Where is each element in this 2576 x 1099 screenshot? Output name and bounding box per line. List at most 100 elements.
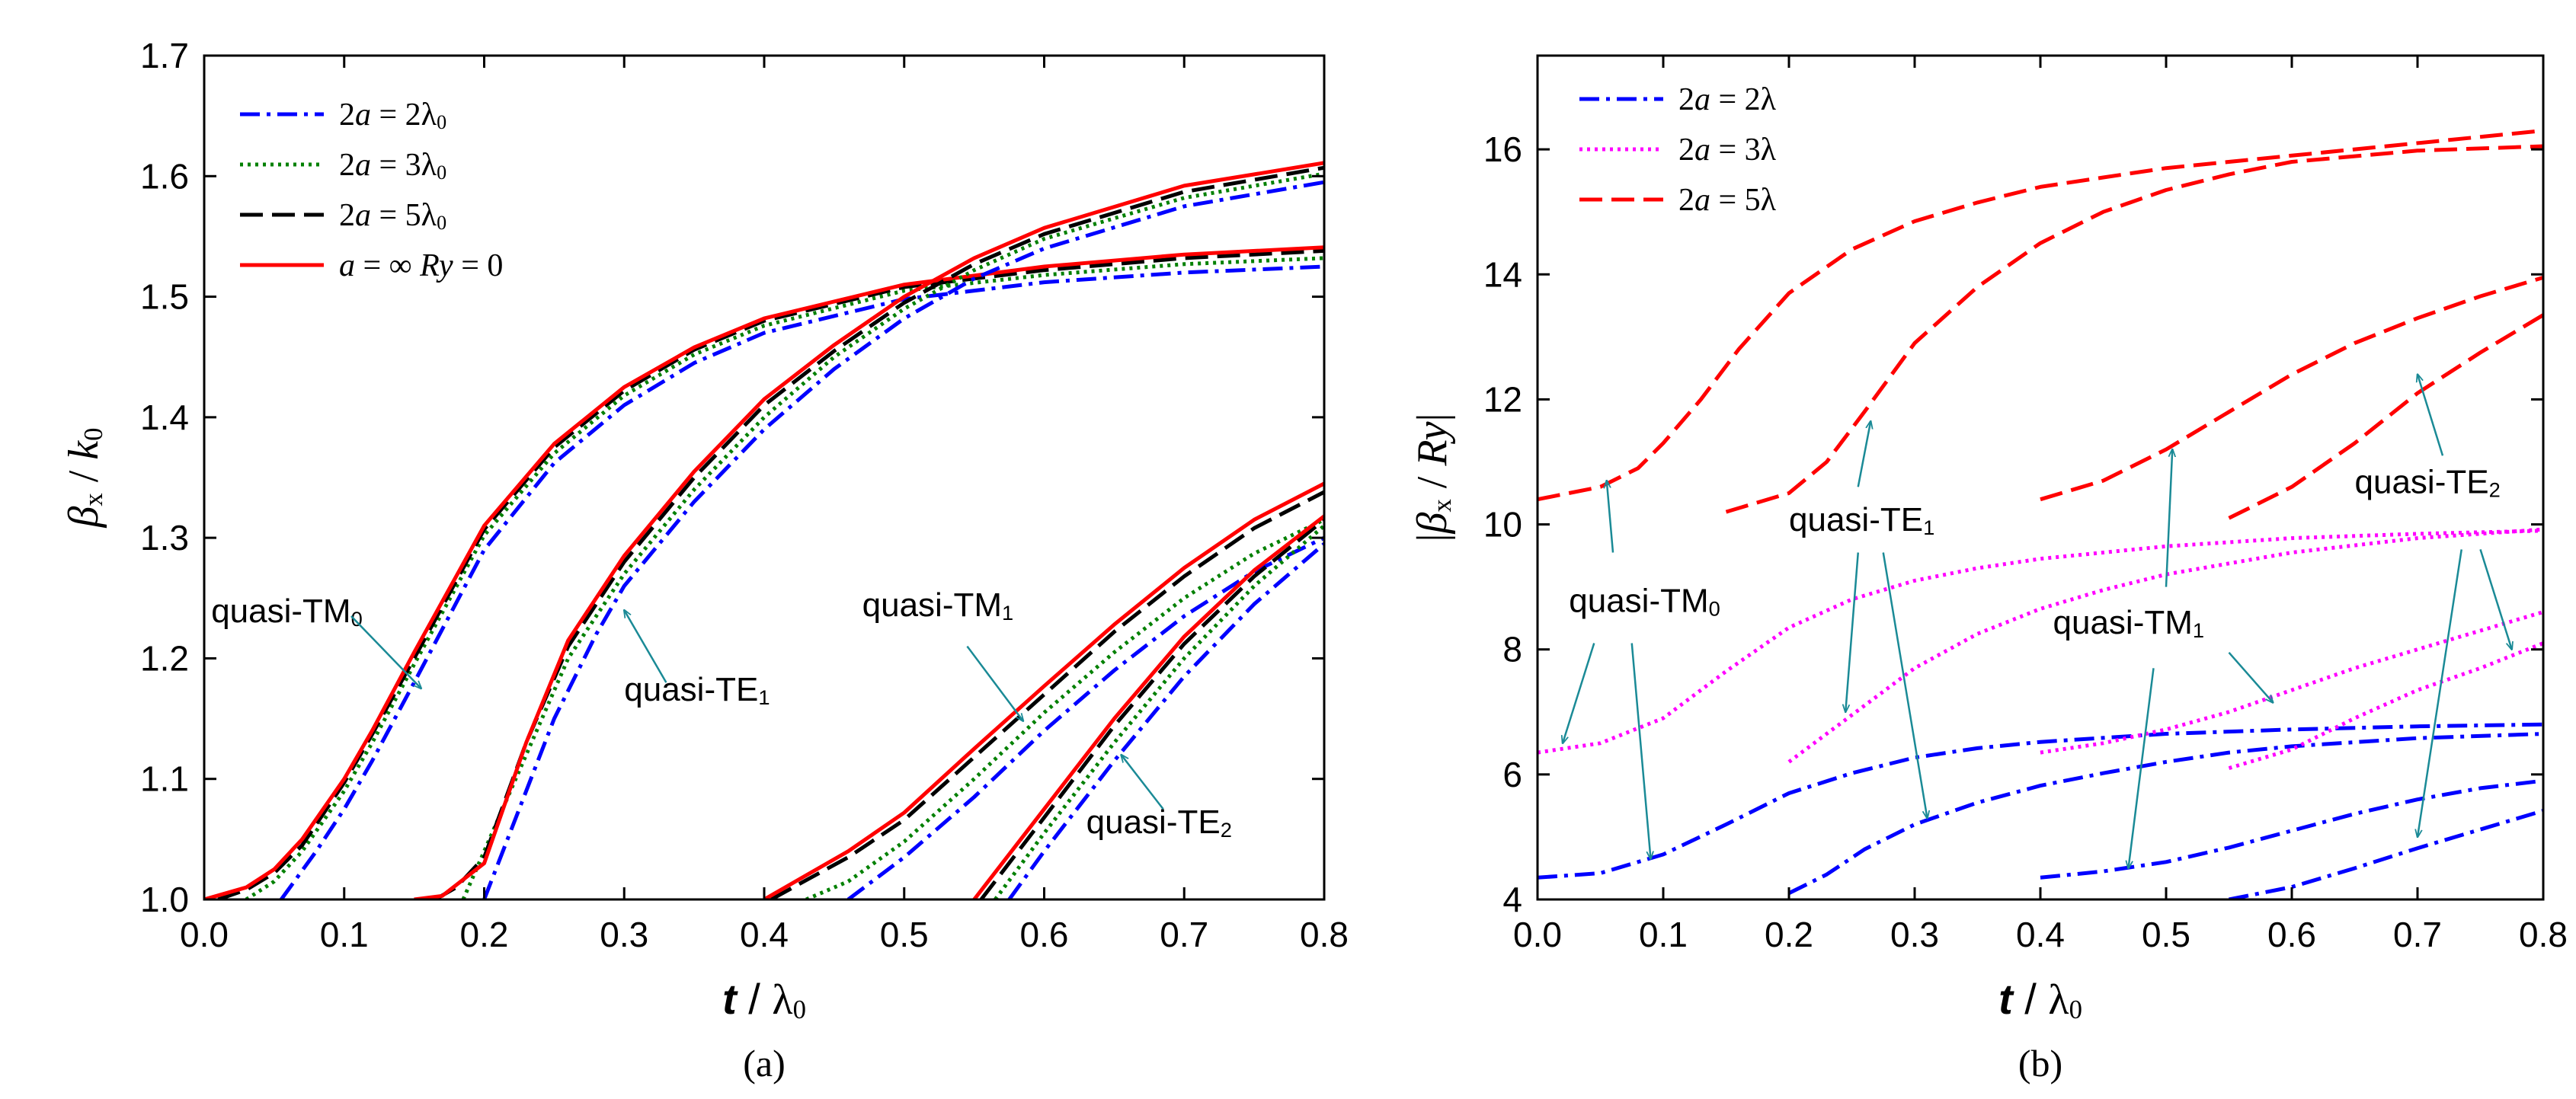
annotation-arrow xyxy=(2129,668,2155,868)
annotation-arrow xyxy=(2418,549,2462,837)
series-line xyxy=(1538,529,2543,755)
x-tick-label: 0.8 xyxy=(1300,915,1349,954)
x-tick-label: 0.4 xyxy=(740,915,789,954)
mode-annotation: quasi-TM1 xyxy=(862,586,1014,625)
series-group xyxy=(204,161,1324,899)
series-line xyxy=(1787,527,2543,764)
y-tick-label: 1.7 xyxy=(140,36,189,75)
annotation-arrow xyxy=(624,610,667,683)
annotation-arrow xyxy=(1563,643,1595,743)
x-tick-label: 0.0 xyxy=(1513,915,1562,954)
legend-label: 2a = 3λ xyxy=(1678,133,1777,168)
y-tick-label: 10 xyxy=(1483,505,1522,545)
x-tick-label: 0.7 xyxy=(1160,915,1208,954)
series-group xyxy=(1538,129,2543,899)
y-tick-label: 1.2 xyxy=(140,638,189,678)
series-line xyxy=(2229,809,2543,899)
x-tick-label: 0.3 xyxy=(600,915,648,954)
annotation-arrow xyxy=(1122,755,1164,810)
x-tick-label: 0.4 xyxy=(2016,915,2065,954)
x-axis-label: t / λ0 xyxy=(1998,975,2082,1024)
series-line xyxy=(1725,144,2543,514)
x-tick-label: 0.2 xyxy=(1765,915,1813,954)
y-tick-label: 1.6 xyxy=(140,156,189,196)
series-line xyxy=(979,518,1324,899)
series-line xyxy=(770,490,1324,899)
x-tick-label: 0.5 xyxy=(880,915,929,954)
y-tick-label: 1.5 xyxy=(140,277,189,317)
series-line xyxy=(805,518,1324,899)
annotation-arrow xyxy=(966,645,1023,721)
y-axis-label: βx / k0 xyxy=(60,427,108,528)
y-tick-label: 1.3 xyxy=(140,518,189,557)
x-tick-label: 0.6 xyxy=(2267,915,2316,954)
mode-annotation: quasi-TM0 xyxy=(1569,582,1720,620)
y-tick-label: 8 xyxy=(1502,630,1522,669)
x-tick-label: 0.5 xyxy=(2142,915,2190,954)
series-line xyxy=(1538,129,2543,502)
annotation-arrow xyxy=(1630,643,1651,858)
annotation-arrow xyxy=(2479,549,2512,649)
series-line xyxy=(204,245,1324,899)
series-line xyxy=(1787,732,2543,896)
y-tick-label: 1.1 xyxy=(140,759,189,799)
mode-annotation: quasi-TE1 xyxy=(624,671,770,709)
x-tick-label: 0.8 xyxy=(2519,915,2568,954)
x-tick-label: 0.0 xyxy=(180,915,229,954)
x-axis-label: t / λ0 xyxy=(722,975,806,1024)
annotation-arrow xyxy=(1857,421,1871,487)
legend-label: 2a = 3λ0 xyxy=(339,148,446,184)
legend-label: a = ∞ Ry = 0 xyxy=(339,248,503,283)
series-line xyxy=(482,180,1324,899)
mode-annotation: quasi-TM0 xyxy=(211,593,363,631)
y-tick-label: 16 xyxy=(1483,129,1522,169)
mode-annotation: quasi-TE2 xyxy=(1086,803,1232,842)
mode-annotation: quasi-TM1 xyxy=(2053,604,2205,642)
x-tick-label: 0.1 xyxy=(320,915,369,954)
y-tick-label: 1.4 xyxy=(140,398,189,437)
series-line xyxy=(1007,542,1324,899)
x-tick-label: 0.6 xyxy=(1020,915,1069,954)
annotation-arrow xyxy=(1845,552,1859,711)
x-tick-label: 0.2 xyxy=(460,915,509,954)
annotation-arrow xyxy=(2228,651,2274,703)
panel-b: 0.0 0.1 0.2 0.3 0.4 0.5 0.6 0.7 0.8 4 6 8 10 12 14 16 t … xyxy=(1409,54,2568,1085)
series-line xyxy=(280,264,1324,899)
x-tick-label: 0.1 xyxy=(1639,915,1688,954)
legend-label: 2a = 2λ0 xyxy=(339,97,446,133)
series-line xyxy=(1538,722,2543,880)
series-line xyxy=(972,514,1324,899)
legend-label: 2a = 5λ0 xyxy=(339,198,446,234)
legend-label: 2a = 5λ xyxy=(1678,183,1777,218)
mode-annotation: quasi-TE2 xyxy=(2355,464,2501,502)
y-tick-label: 14 xyxy=(1483,254,1522,294)
series-line xyxy=(846,535,1324,899)
y-tick-label: 6 xyxy=(1502,755,1522,794)
annotation-arrow xyxy=(1882,552,1928,818)
panel-label: (b) xyxy=(2018,1042,2062,1085)
panel-a: 0.0 0.1 0.2 0.3 0.4 0.5 0.6 0.7 0.8 1.0 1.1 1.2 1.3 1… xyxy=(60,36,1349,1085)
series-line xyxy=(461,171,1324,899)
series-line xyxy=(2228,641,2543,770)
annotation-arrow xyxy=(1607,481,1614,553)
series-line xyxy=(434,165,1324,899)
y-axis-label: |βx / Ry| xyxy=(1409,413,1457,542)
series-line xyxy=(2040,610,2543,755)
series-line xyxy=(994,524,1324,899)
y-tick-label: 1.0 xyxy=(140,880,189,919)
x-tick-label: 0.3 xyxy=(1890,915,1939,954)
series-line xyxy=(763,481,1324,899)
mode-annotation: quasi-TE1 xyxy=(1789,501,1934,539)
series-line xyxy=(414,161,1324,899)
y-tick-label: 4 xyxy=(1502,880,1522,919)
x-tick-label: 0.7 xyxy=(2393,915,2442,954)
legend-label: 2a = 2λ xyxy=(1678,82,1777,117)
annotation-arrow xyxy=(2165,449,2172,587)
panel-label: (a) xyxy=(743,1042,786,1085)
annotation-arrow xyxy=(350,615,421,688)
series-line xyxy=(2040,778,2543,880)
series-line xyxy=(2040,276,2543,502)
y-tick-label: 12 xyxy=(1483,379,1522,419)
annotation-arrow xyxy=(2418,375,2444,456)
